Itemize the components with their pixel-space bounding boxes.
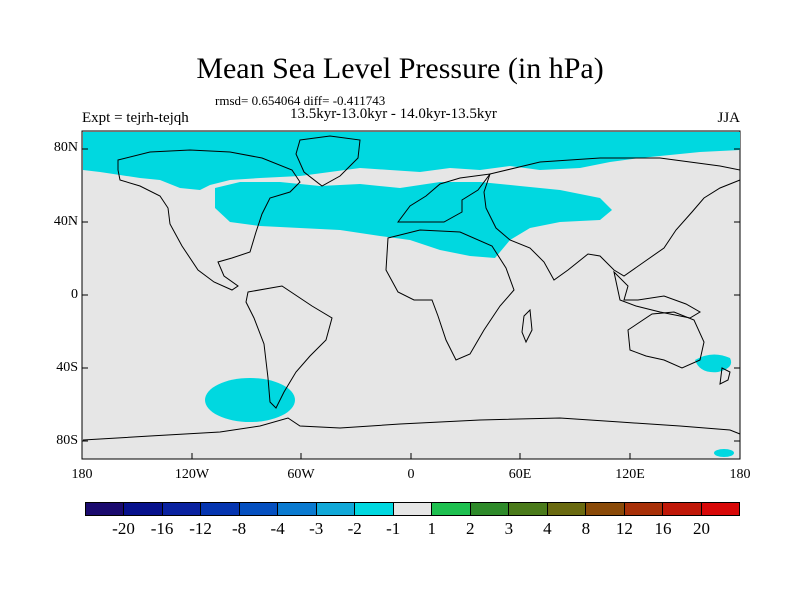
season-label: JJA bbox=[717, 110, 740, 126]
lat-label-eq: 0 bbox=[71, 287, 78, 302]
north-america-coastline bbox=[117, 149, 301, 291]
colorbar-label: 1 bbox=[427, 519, 437, 538]
antarctica-coastline bbox=[82, 417, 741, 441]
colorbar-swatch bbox=[470, 503, 510, 515]
africa-coastline bbox=[385, 229, 515, 361]
colorbar-swatch bbox=[355, 503, 394, 515]
lat-label-80s: 80S bbox=[56, 433, 78, 448]
colorbar-label: -1 bbox=[386, 519, 401, 538]
colorbar-swatch bbox=[201, 503, 240, 515]
colorbar-label: -3 bbox=[309, 519, 324, 538]
colorbar bbox=[85, 502, 740, 516]
colorbar-label: 20 bbox=[692, 519, 710, 538]
colorbar-label: 3 bbox=[504, 519, 514, 538]
statistics-label: rmsd= 0.654064 diff= -0.411743 bbox=[215, 93, 386, 108]
antarctic-anomaly-east bbox=[714, 449, 734, 457]
lon-label-60e: 60E bbox=[508, 467, 532, 482]
colorbar-label: -20 bbox=[112, 519, 135, 538]
colorbar-label: -8 bbox=[232, 519, 247, 538]
colorbar-label: 2 bbox=[466, 519, 475, 538]
colorbar-swatch bbox=[432, 503, 471, 515]
greenland-coastline bbox=[295, 135, 361, 187]
colorbar-label: 16 bbox=[654, 519, 672, 538]
madagascar-coastline bbox=[521, 308, 533, 344]
colorbar-label: -16 bbox=[150, 519, 174, 538]
colorbar-label: 8 bbox=[581, 519, 591, 538]
asia-coastline bbox=[483, 157, 741, 281]
negative-anomaly-regions bbox=[83, 132, 740, 457]
colorbar-swatch bbox=[316, 503, 356, 515]
eurasia-anomaly bbox=[215, 182, 612, 258]
period-label: 13.5kyr-13.0kyr - 14.0kyr-13.5kyr bbox=[290, 106, 497, 122]
arctic-anomaly bbox=[83, 132, 740, 190]
australia-coastline bbox=[627, 311, 705, 369]
south-pacific-anomaly bbox=[205, 378, 295, 422]
colorbar-swatch bbox=[393, 503, 433, 515]
colorbar-label: -12 bbox=[189, 519, 212, 538]
lon-label-120e: 120E bbox=[615, 467, 645, 482]
colorbar-swatch bbox=[509, 503, 548, 515]
colorbar-label: 4 bbox=[543, 519, 552, 538]
southeast-asia-coastline bbox=[613, 270, 701, 319]
colorbar-swatch bbox=[663, 503, 702, 515]
colorbar-swatch bbox=[278, 503, 317, 515]
lon-label-180w: 180 bbox=[71, 467, 93, 482]
colorbar-swatch bbox=[124, 503, 163, 515]
lon-label-0: 0 bbox=[407, 467, 415, 482]
colorbar-swatch bbox=[701, 503, 739, 515]
lon-label-120w: 120W bbox=[174, 467, 210, 482]
colorbar-label: 12 bbox=[615, 519, 633, 538]
colorbar-swatch bbox=[86, 503, 125, 515]
new-zealand-coastline bbox=[719, 367, 731, 385]
colorbar-swatch bbox=[586, 503, 625, 515]
figure-title: Mean Sea Level Pressure (in hPa) bbox=[196, 52, 604, 85]
colorbar-swatch bbox=[239, 503, 279, 515]
experiment-label: Expt = tejrh-tejqh bbox=[82, 110, 189, 126]
lat-label-40n: 40N bbox=[53, 214, 78, 229]
lat-label-40s: 40S bbox=[56, 360, 78, 375]
europe-coastline bbox=[397, 173, 492, 223]
south-america-coastline bbox=[245, 285, 333, 409]
colorbar-swatch bbox=[624, 503, 664, 515]
colorbar-label: -2 bbox=[347, 519, 362, 538]
colorbar-swatch bbox=[162, 503, 202, 515]
axis-ticks bbox=[81, 148, 741, 459]
coastlines bbox=[82, 135, 741, 441]
lon-label-60w: 60W bbox=[287, 467, 315, 482]
colorbar-swatch bbox=[547, 503, 587, 515]
lon-label-180e: 180 bbox=[729, 467, 751, 482]
colorbar-label: -4 bbox=[270, 519, 285, 538]
lat-label-80n: 80N bbox=[53, 140, 78, 155]
